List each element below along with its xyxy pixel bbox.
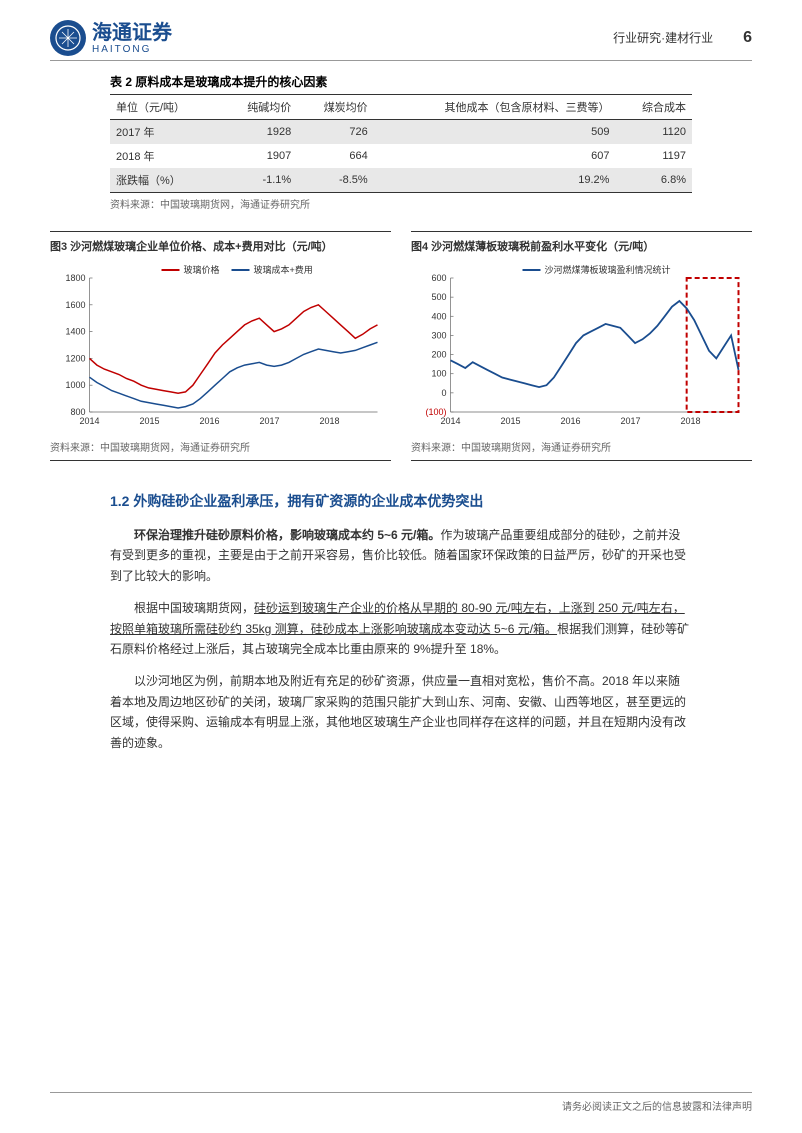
row-label: 2017 年 <box>110 120 221 145</box>
col-3: 综合成本 <box>615 95 692 120</box>
footer-disclaimer: 请务必阅读正文之后的信息披露和法律声明 <box>562 1098 752 1113</box>
chart-3-box: 图3 沙河燃煤玻璃企业单位价格、成本+费用对比（元/吨） 80010001200… <box>50 231 391 461</box>
chart-3-title: 图3 沙河燃煤玻璃企业单位价格、成本+费用对比（元/吨） <box>50 238 391 254</box>
cell: 6.8% <box>615 168 692 193</box>
svg-text:500: 500 <box>431 292 446 302</box>
svg-text:2014: 2014 <box>79 416 99 426</box>
row-label: 涨跌幅（%） <box>110 168 221 193</box>
para-1: 环保治理推升硅砂原料价格，影响玻璃成本约 5~6 元/箱。作为玻璃产品重要组成部… <box>110 525 692 586</box>
svg-text:0: 0 <box>441 388 446 398</box>
cell: -8.5% <box>297 168 373 193</box>
svg-text:2016: 2016 <box>199 416 219 426</box>
cell: 19.2% <box>374 168 616 193</box>
chart-3-source: 资料来源：中国玻璃期货网，海通证券研究所 <box>50 439 391 454</box>
chart-3-svg: 8001000120014001600180020142015201620172… <box>50 260 391 430</box>
svg-text:2018: 2018 <box>680 416 700 426</box>
footer-rule <box>50 1092 752 1093</box>
cell: 1197 <box>615 144 692 168</box>
svg-text:2015: 2015 <box>139 416 159 426</box>
para-1-bold: 环保治理推升硅砂原料价格，影响玻璃成本约 5~6 元/箱。 <box>134 528 440 542</box>
col-0: 纯碱均价 <box>221 95 297 120</box>
chart-4-source: 资料来源：中国玻璃期货网，海通证券研究所 <box>411 439 752 454</box>
logo-en-text: HAITONG <box>92 44 172 55</box>
table-2-title: 表 2 原料成本是玻璃成本提升的核心因素 <box>110 73 692 90</box>
svg-text:1000: 1000 <box>65 380 85 390</box>
charts-row: 图3 沙河燃煤玻璃企业单位价格、成本+费用对比（元/吨） 80010001200… <box>50 231 752 461</box>
logo-cn-text: 海通证券 <box>92 22 172 44</box>
svg-text:玻璃价格: 玻璃价格 <box>184 264 220 275</box>
svg-text:1800: 1800 <box>65 273 85 283</box>
svg-text:沙河燃煤薄板玻璃盈利情况统计: 沙河燃煤薄板玻璃盈利情况统计 <box>545 264 671 275</box>
header-category: 行业研究·建材行业 <box>613 29 713 46</box>
table-row: 2017 年19287265091120 <box>110 120 692 145</box>
chart-4-title: 图4 沙河燃煤薄板玻璃税前盈利水平变化（元/吨） <box>411 238 752 254</box>
cell: 1907 <box>221 144 297 168</box>
page-header: 海通证券 HAITONG 行业研究·建材行业 6 <box>50 20 752 61</box>
table-2-source: 资料来源：中国玻璃期货网，海通证券研究所 <box>110 196 692 211</box>
cell: 607 <box>374 144 616 168</box>
col-2: 其他成本（包含原材料、三费等） <box>374 95 616 120</box>
page-number: 6 <box>743 29 752 47</box>
para-3: 以沙河地区为例，前期本地及附近有充足的砂矿资源，供应量一直相对宽松，售价不高。2… <box>110 671 692 753</box>
svg-text:2018: 2018 <box>319 416 339 426</box>
svg-text:1600: 1600 <box>65 300 85 310</box>
haitong-logo-icon <box>50 20 86 56</box>
para-2-a: 根据中国玻璃期货网， <box>134 601 254 615</box>
cell: 664 <box>297 144 373 168</box>
svg-text:2017: 2017 <box>620 416 640 426</box>
svg-text:400: 400 <box>431 311 446 321</box>
svg-text:2014: 2014 <box>440 416 460 426</box>
svg-text:2016: 2016 <box>560 416 580 426</box>
row-label: 2018 年 <box>110 144 221 168</box>
svg-text:玻璃成本+费用: 玻璃成本+费用 <box>254 264 313 275</box>
svg-text:2015: 2015 <box>500 416 520 426</box>
svg-text:200: 200 <box>431 350 446 360</box>
svg-text:100: 100 <box>431 369 446 379</box>
chart-4-box: 图4 沙河燃煤薄板玻璃税前盈利水平变化（元/吨） (100)0100200300… <box>411 231 752 461</box>
table-2: 单位（元/吨） 纯碱均价 煤炭均价 其他成本（包含原材料、三费等） 综合成本 2… <box>110 94 692 193</box>
table-row: 2018 年19076646071197 <box>110 144 692 168</box>
svg-text:1200: 1200 <box>65 353 85 363</box>
section-1-2-heading: 1.2 外购硅砂企业盈利承压，拥有矿资源的企业成本优势突出 <box>110 491 692 511</box>
logo-block: 海通证券 HAITONG <box>50 20 172 56</box>
cell: 1120 <box>615 120 692 145</box>
svg-text:300: 300 <box>431 330 446 340</box>
table-row: 涨跌幅（%）-1.1%-8.5%19.2%6.8% <box>110 168 692 193</box>
cell: 509 <box>374 120 616 145</box>
col-1: 煤炭均价 <box>297 95 373 120</box>
col-unit: 单位（元/吨） <box>110 95 221 120</box>
chart-4-svg: (100)01002003004005006002014201520162017… <box>411 260 752 430</box>
cell: 726 <box>297 120 373 145</box>
cell: -1.1% <box>221 168 297 193</box>
para-2: 根据中国玻璃期货网，硅砂运到玻璃生产企业的价格从早期的 80-90 元/吨左右，… <box>110 598 692 659</box>
cell: 1928 <box>221 120 297 145</box>
table-2-block: 表 2 原料成本是玻璃成本提升的核心因素 单位（元/吨） 纯碱均价 煤炭均价 其… <box>110 73 692 211</box>
svg-text:600: 600 <box>431 273 446 283</box>
svg-text:1400: 1400 <box>65 327 85 337</box>
table-header-row: 单位（元/吨） 纯碱均价 煤炭均价 其他成本（包含原材料、三费等） 综合成本 <box>110 95 692 120</box>
svg-text:2017: 2017 <box>259 416 279 426</box>
